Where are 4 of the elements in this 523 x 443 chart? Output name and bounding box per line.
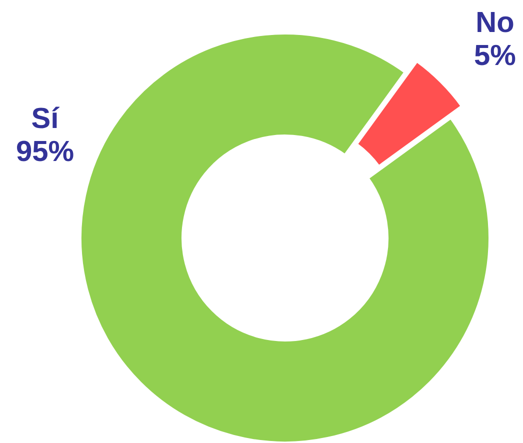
data-label: 5% [474, 40, 516, 72]
slice-label: Sí [31, 103, 60, 135]
slice-label: No [476, 7, 514, 39]
data-label: 95% [16, 136, 74, 168]
